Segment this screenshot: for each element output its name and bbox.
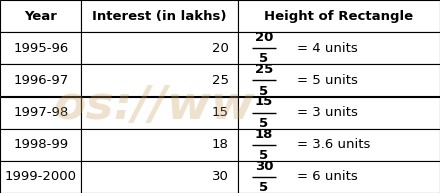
Bar <box>81 161 238 193</box>
Bar <box>0 32 81 64</box>
Text: 30: 30 <box>255 160 273 173</box>
Text: = 3 units: = 3 units <box>297 106 358 119</box>
Text: Interest (in lakhs): Interest (in lakhs) <box>92 10 227 23</box>
Text: 5: 5 <box>260 117 268 130</box>
Text: = 5 units: = 5 units <box>297 74 358 87</box>
Text: 1996-97: 1996-97 <box>13 74 68 87</box>
Text: 25: 25 <box>255 63 273 76</box>
Text: os://ww: os://ww <box>53 84 255 129</box>
Text: 30: 30 <box>212 170 229 183</box>
Text: 18: 18 <box>212 138 229 151</box>
Bar <box>238 64 440 96</box>
Bar <box>0 129 81 161</box>
Text: Year: Year <box>24 10 57 23</box>
Bar <box>238 161 440 193</box>
Text: 1995-96: 1995-96 <box>13 42 68 55</box>
Text: 20: 20 <box>255 31 273 44</box>
Bar <box>0 64 81 96</box>
Bar <box>81 0 238 32</box>
Bar <box>238 0 440 32</box>
Bar <box>238 32 440 64</box>
Text: 15: 15 <box>212 106 229 119</box>
Bar <box>238 129 440 161</box>
Text: 25: 25 <box>212 74 229 87</box>
Text: 5: 5 <box>260 52 268 65</box>
Text: Height of Rectangle: Height of Rectangle <box>264 10 413 23</box>
Text: 20: 20 <box>212 42 229 55</box>
Bar <box>81 129 238 161</box>
Text: 5: 5 <box>260 85 268 98</box>
Text: = 4 units: = 4 units <box>297 42 358 55</box>
Bar <box>0 96 81 129</box>
Text: = 3.6 units: = 3.6 units <box>297 138 370 151</box>
Bar <box>0 161 81 193</box>
Bar <box>81 96 238 129</box>
Text: 5: 5 <box>260 181 268 193</box>
Bar <box>81 64 238 96</box>
Bar <box>0 0 81 32</box>
Bar <box>238 96 440 129</box>
Text: = 6 units: = 6 units <box>297 170 358 183</box>
Text: 1997-98: 1997-98 <box>13 106 68 119</box>
Text: 1999-2000: 1999-2000 <box>5 170 77 183</box>
Text: 5: 5 <box>260 149 268 162</box>
Text: 15: 15 <box>255 95 273 108</box>
Text: 1998-99: 1998-99 <box>13 138 68 151</box>
Text: 18: 18 <box>255 128 273 141</box>
Bar <box>81 32 238 64</box>
